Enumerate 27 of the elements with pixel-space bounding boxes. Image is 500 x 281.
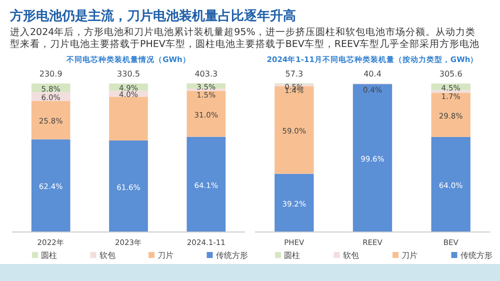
legend-label: 传统方形 (460, 251, 492, 260)
legend-label: 圆柱 (284, 251, 300, 260)
bar (109, 140, 148, 232)
legend-label: 刀片 (402, 251, 418, 260)
text: 方形电池仍是主流，刀片电池装机量占比逐年升高 (9, 8, 296, 24)
text: 305.6 (439, 69, 462, 78)
bar (109, 96, 148, 141)
bar (352, 84, 392, 232)
text: 330.5 (117, 69, 140, 78)
bar (274, 174, 314, 232)
bar (431, 90, 470, 93)
legend-label: 圆柱 (41, 251, 57, 260)
text: 进入2024年后，方形电池和刀片电池累计装机量超95%，进一步挤压圆柱和软包电池市场分额。从动力类型来看，刀片电池主要搭载于PHEV车型，圆柱电池主要搭载于BEV车型，REEV车型几乎全部采用方形电池 (10, 26, 480, 50)
text: 403.3 (194, 69, 218, 78)
bar (431, 92, 470, 137)
text: 40.4 (364, 69, 382, 78)
text: 57.3 (285, 69, 304, 78)
bar (186, 90, 226, 137)
legend-label: 软包 (342, 251, 359, 260)
legend-label: 传统方形 (216, 251, 248, 260)
bar (186, 136, 226, 232)
text: 230.9 (39, 69, 62, 78)
legend-label: 软包 (99, 251, 116, 260)
legend-label: 刀片 (158, 251, 174, 260)
bar (431, 136, 470, 232)
bar (31, 101, 70, 140)
bar (31, 139, 70, 232)
